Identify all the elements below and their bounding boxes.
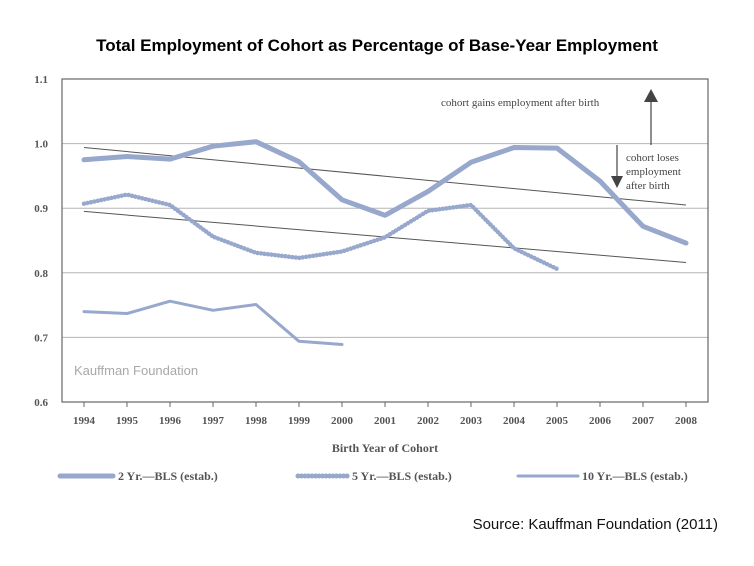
legend-label-5yr: 5 Yr.—BLS (estab.) [352,469,452,483]
x-tick-label: 1994 [73,415,96,427]
x-tick-label: 2006 [589,415,612,427]
legend-label-10yr: 10 Yr.—BLS (estab.) [582,469,688,483]
x-tick-label: 1995 [116,415,139,427]
chart-title: Total Employment of Cohort as Percentage… [96,36,658,55]
plot-frame [61,78,709,403]
x-tick-label: 2003 [460,415,483,427]
annotation-lose-2: employment [626,166,681,178]
y-tick-labels: 0.6 0.7 0.8 0.9 1.0 1.1 [34,74,48,409]
x-tick-label: 1996 [159,415,182,427]
x-tick-label: 1997 [202,415,225,427]
series-2yr-line [81,139,689,246]
x-tick-label: 2008 [675,415,698,427]
y-tick-label: 0.9 [34,203,48,215]
down-arrow-icon [611,176,623,188]
legend: 2 Yr.—BLS (estab.) 5 Yr.—BLS (estab.) 10… [57,469,688,483]
x-tick-label: 2005 [546,415,569,427]
x-tick-label: 2004 [503,415,526,427]
series-10yr-line [82,299,344,346]
y-tick-label: 0.8 [34,268,48,280]
legend-label-2yr: 2 Yr.—BLS (estab.) [118,469,218,483]
y-tick-label: 1.0 [34,139,48,151]
annotation-lose-3: after birth [626,180,670,192]
watermark: Kauffman Foundation [74,363,198,378]
x-tick-labels: 1994 1995 1996 1997 1998 1999 2000 2001 2002 2003… [73,402,698,427]
up-arrow-icon [644,89,658,102]
source-note: Source: Kauffman Foundation (2011) [472,516,718,533]
x-axis-label: Birth Year of Cohort [332,441,438,455]
x-tick-label: 2007 [632,415,655,427]
x-tick-label: 2002 [417,415,440,427]
x-tick-label: 1999 [288,415,311,427]
x-tick-label: 1998 [245,415,268,427]
y-tick-label: 0.6 [34,397,48,409]
gridlines [62,78,708,403]
y-tick-label: 1.1 [34,74,48,86]
x-tick-label: 2001 [374,415,396,427]
x-tick-label: 2000 [331,415,354,427]
annotation-gain: cohort gains employment after birth [441,97,600,109]
trendlines [83,146,687,263]
series [81,139,689,346]
y-tick-label: 0.7 [34,332,48,344]
series-5yr-line [81,192,560,272]
annotation-lose-1: cohort loses [626,152,679,164]
